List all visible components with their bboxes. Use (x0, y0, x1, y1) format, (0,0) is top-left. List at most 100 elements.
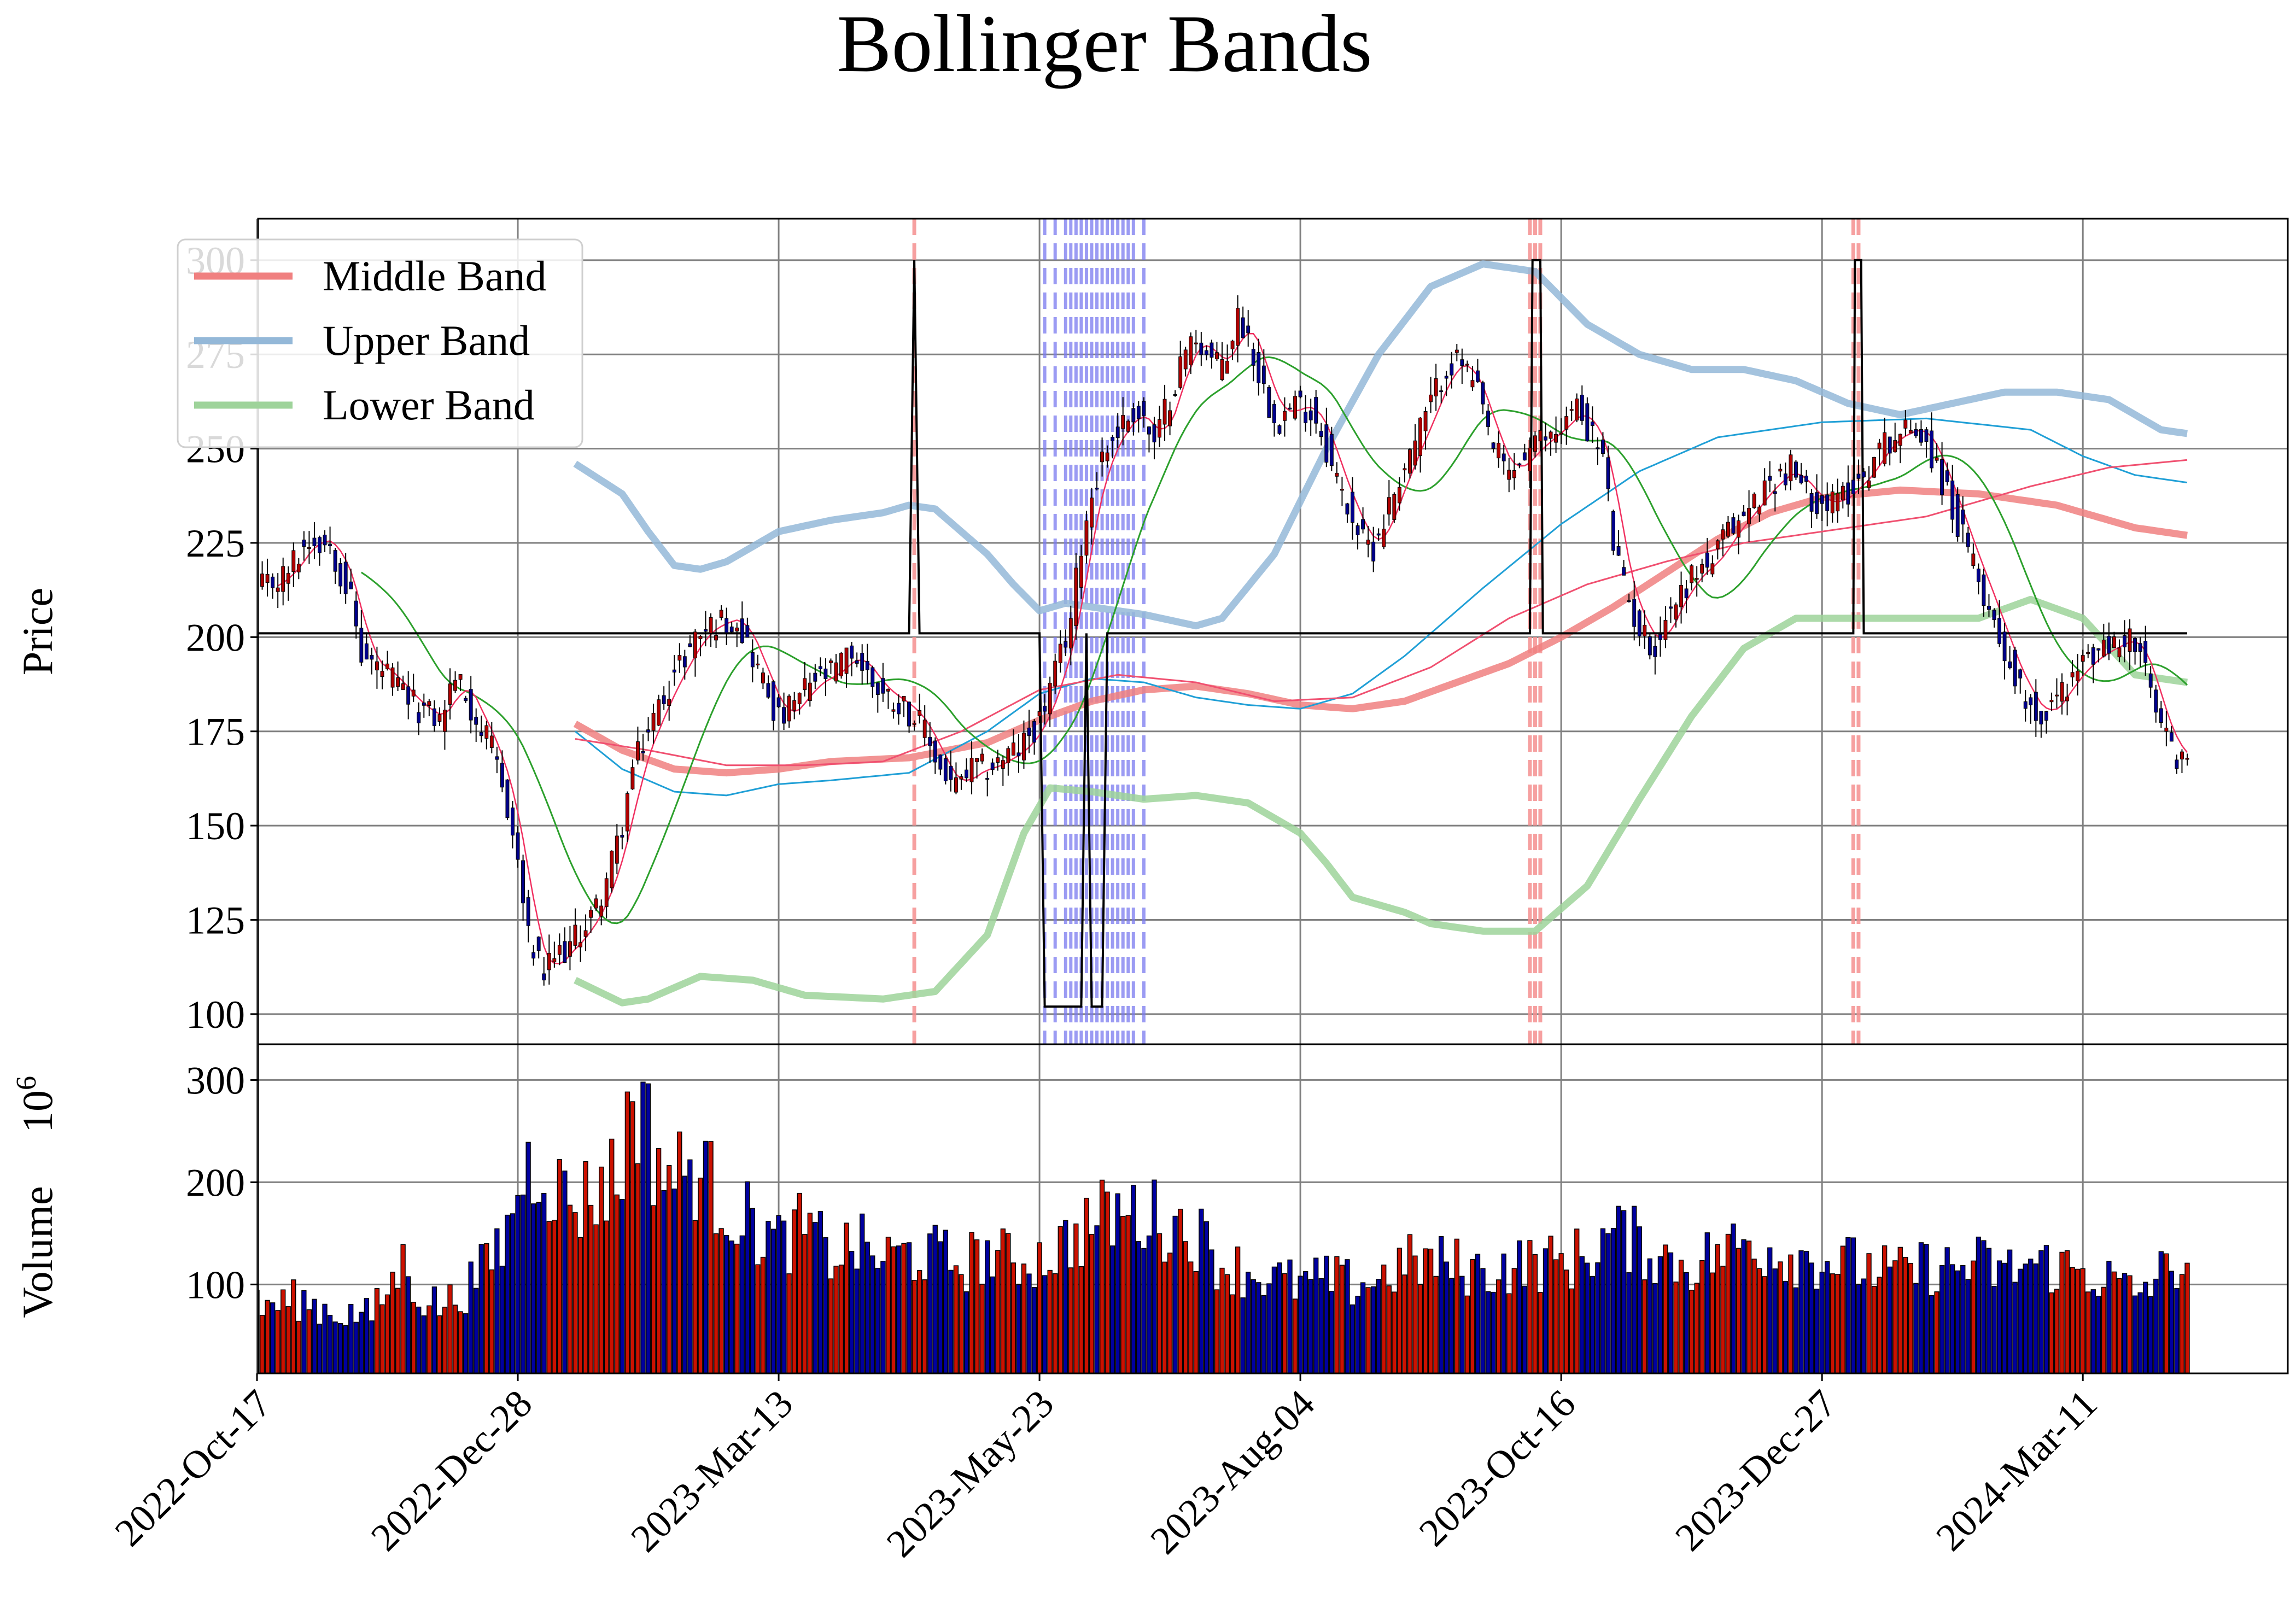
candle-body (1277, 425, 1282, 434)
volume-bar (1793, 1287, 1799, 1373)
candle-body (2185, 758, 2189, 760)
volume-bar (1010, 1262, 1016, 1373)
volume-bar (1439, 1236, 1444, 1373)
volume-bar (1929, 1295, 1935, 1373)
volume-bar (1230, 1294, 1235, 1373)
candle-body (1992, 610, 1996, 621)
candle-body (719, 610, 723, 618)
volume-bar (1459, 1276, 1465, 1373)
volume-bar (1099, 1179, 1105, 1373)
volume-bar (416, 1306, 422, 1373)
volume-ytick-label: 300 (186, 1058, 245, 1102)
candle-body (1554, 434, 1558, 443)
volume-bar (447, 1284, 453, 1373)
volume-bar (677, 1131, 682, 1373)
price-ytick-label: 225 (186, 522, 245, 565)
candle-body (2096, 648, 2101, 651)
volume-bar (870, 1255, 875, 1373)
candle-body (542, 973, 546, 981)
candle-body (2013, 650, 2017, 687)
candle-body (495, 756, 499, 760)
candle-body (850, 645, 854, 659)
volume-bar (1214, 1289, 1220, 1373)
volume-bar (1308, 1279, 1313, 1373)
candle-body (1919, 429, 1923, 443)
candle-body (1856, 473, 1861, 479)
candle-body (2133, 638, 2137, 652)
candle-body (886, 689, 890, 692)
candle-body (1158, 419, 1161, 438)
volume-bar (651, 1205, 656, 1373)
volume-bar (593, 1224, 599, 1373)
volume-bar (588, 1204, 594, 1373)
candle-body (954, 777, 958, 793)
candle-body (2175, 759, 2179, 769)
volume-bar (1736, 1248, 1742, 1373)
volume-bar (505, 1214, 510, 1373)
candle-body (1366, 540, 1370, 545)
volume-bar (265, 1300, 270, 1373)
candle-body (1111, 437, 1115, 441)
candle-body (1068, 618, 1073, 648)
candle-body (704, 629, 708, 632)
volume-bar (395, 1288, 401, 1373)
candle-body (516, 832, 520, 860)
volume-bar (353, 1321, 359, 1373)
volume-bar (1047, 1269, 1053, 1373)
candle-body (949, 765, 953, 780)
candle-body (1121, 415, 1125, 429)
candle-body (1376, 533, 1381, 536)
candle-body (458, 674, 463, 680)
volume-bar (734, 1243, 740, 1373)
price-axis-label: Price (14, 588, 61, 675)
candle-body (938, 754, 943, 770)
volume-bar (1788, 1254, 1793, 1373)
volume-bar (312, 1298, 317, 1373)
volume-bar (1402, 1274, 1407, 1373)
candle-body (1074, 568, 1078, 626)
candle-body (1210, 342, 1214, 358)
candle-body (1945, 470, 1949, 482)
volume-bar (406, 1276, 411, 1373)
candle-body (2148, 673, 2153, 688)
volume-bar (1710, 1272, 1715, 1373)
candle-body (406, 686, 411, 705)
price-ytick-label: 125 (186, 898, 245, 942)
volume-bar (1689, 1290, 1695, 1373)
candle-body (808, 682, 812, 701)
volume-bar (2049, 1292, 2054, 1373)
volume-bar (1000, 1228, 1006, 1373)
volume-bar (1277, 1262, 1282, 1373)
candle-body (1820, 495, 1824, 504)
volume-bar (723, 1235, 729, 1373)
candle-body (2076, 670, 2080, 681)
volume-bar (2096, 1296, 2101, 1373)
candle-body (1288, 407, 1292, 409)
volume-bar (1731, 1223, 1736, 1373)
volume-bar (2080, 1268, 2085, 1373)
candle-body (792, 700, 797, 711)
volume-bar (2174, 1288, 2180, 1373)
volume-bar (1078, 1266, 1084, 1373)
candle-body (682, 656, 687, 668)
volume-bar (687, 1159, 693, 1373)
candle-body (2044, 711, 2048, 721)
candle-body (396, 677, 400, 687)
volume-bar (1887, 1266, 1892, 1373)
volume-bar (828, 1278, 834, 1373)
candle-body (1616, 546, 1621, 556)
moving-average-line (575, 417, 2188, 797)
legend-label: Lower Band (323, 381, 535, 429)
candle-body (1606, 457, 1610, 489)
candle-body (610, 851, 614, 888)
volume-bar (1120, 1216, 1126, 1373)
upper-band-line (573, 260, 2188, 630)
legend-label: Upper Band (323, 317, 530, 364)
volume-bar (1417, 1284, 1423, 1373)
volume-bar (1840, 1245, 1845, 1373)
volume-bar (1778, 1261, 1783, 1373)
volume-bar (755, 1264, 761, 1373)
volume-bar (1360, 1282, 1366, 1373)
volume-bar (1830, 1273, 1835, 1373)
volume-bar (776, 1215, 781, 1373)
